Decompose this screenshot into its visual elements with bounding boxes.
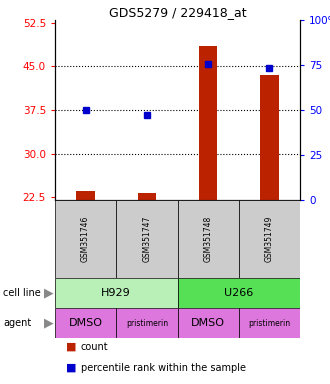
- Bar: [55, 200, 116, 278]
- Text: percentile rank within the sample: percentile rank within the sample: [81, 363, 246, 373]
- Text: U266: U266: [224, 288, 253, 298]
- Bar: [178, 308, 239, 338]
- Bar: [116, 200, 178, 278]
- Text: GSM351746: GSM351746: [81, 216, 90, 262]
- Bar: [260, 75, 279, 200]
- Text: ■: ■: [66, 363, 77, 373]
- Text: pristimerin: pristimerin: [126, 318, 168, 328]
- Bar: [178, 278, 300, 308]
- Bar: [55, 308, 116, 338]
- Text: DMSO: DMSO: [191, 318, 225, 328]
- Bar: [77, 191, 95, 200]
- Bar: [239, 308, 300, 338]
- Bar: [116, 308, 178, 338]
- Bar: [55, 278, 178, 308]
- Text: count: count: [81, 342, 109, 352]
- Text: cell line: cell line: [3, 288, 41, 298]
- Bar: [199, 46, 217, 200]
- Title: GDS5279 / 229418_at: GDS5279 / 229418_at: [109, 6, 246, 19]
- Text: pristimerin: pristimerin: [248, 318, 290, 328]
- Text: ▶: ▶: [44, 286, 54, 300]
- Text: GSM351747: GSM351747: [142, 216, 151, 262]
- Text: GSM351749: GSM351749: [265, 216, 274, 262]
- Bar: [178, 200, 239, 278]
- Bar: [239, 200, 300, 278]
- Text: agent: agent: [3, 318, 32, 328]
- Text: H929: H929: [101, 288, 131, 298]
- Bar: [138, 193, 156, 200]
- Text: ▶: ▶: [44, 316, 54, 329]
- Text: DMSO: DMSO: [69, 318, 103, 328]
- Text: ■: ■: [66, 342, 77, 352]
- Text: GSM351748: GSM351748: [204, 216, 213, 262]
